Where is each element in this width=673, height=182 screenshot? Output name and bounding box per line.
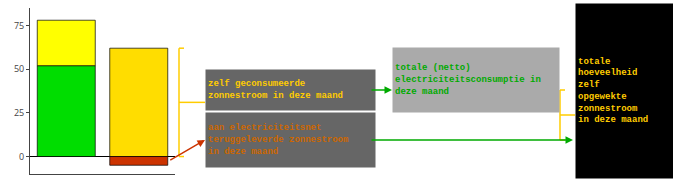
- svg-text:totale (netto)electriciteitsco: totale (netto)electriciteitsconsumptie i…: [395, 63, 541, 96]
- svg-text:75: 75: [14, 19, 24, 32]
- svg-text:25: 25: [14, 106, 24, 119]
- svg-text:0: 0: [19, 150, 24, 163]
- svg-text:50: 50: [14, 62, 24, 75]
- svg-text:totalehoeveelheidzelfopgewekte: totalehoeveelheidzelfopgewektezonnestroo…: [578, 57, 648, 126]
- svg-text:zelf geconsumeerdezonnestroom: zelf geconsumeerdezonnestroom in deze ma…: [208, 79, 343, 101]
- svg-text:aan electriciteitsnetteruggele: aan electriciteitsnetteruggeleverde zonn…: [208, 123, 349, 156]
